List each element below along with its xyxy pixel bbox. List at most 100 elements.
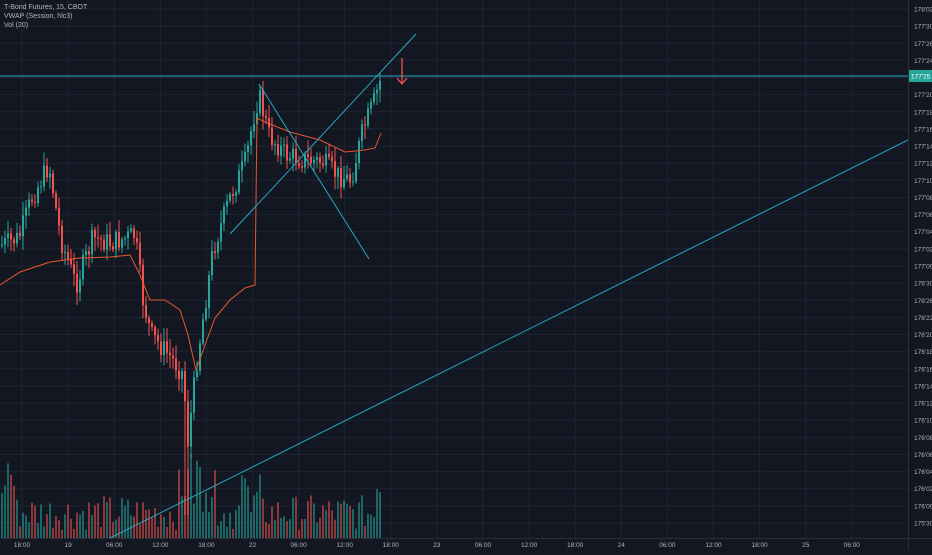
candle-body[interactable] xyxy=(136,238,138,243)
candle-body[interactable] xyxy=(340,168,342,187)
candle-body[interactable] xyxy=(70,260,72,264)
candle-body[interactable] xyxy=(250,131,252,145)
candle-body[interactable] xyxy=(343,179,345,187)
candle-body[interactable] xyxy=(328,154,330,157)
candle-body[interactable] xyxy=(145,305,147,318)
candle-body[interactable] xyxy=(49,174,51,178)
candle-body[interactable] xyxy=(223,206,225,223)
candle-body[interactable] xyxy=(82,255,84,279)
candle-body[interactable] xyxy=(91,230,93,254)
candle-body[interactable] xyxy=(7,233,9,238)
candle-body[interactable] xyxy=(355,163,357,181)
candle-body[interactable] xyxy=(109,234,111,246)
candle-body[interactable] xyxy=(94,230,96,237)
candle-body[interactable] xyxy=(226,201,228,207)
candle-body[interactable] xyxy=(79,279,81,292)
candle-body[interactable] xyxy=(349,174,351,182)
candle-body[interactable] xyxy=(319,157,321,163)
candle-body[interactable] xyxy=(292,149,294,159)
candle-body[interactable] xyxy=(298,163,300,166)
candle-body[interactable] xyxy=(166,341,168,353)
candle-body[interactable] xyxy=(1,245,3,246)
candle-body[interactable] xyxy=(169,353,171,356)
candle-body[interactable] xyxy=(148,318,150,323)
candle-body[interactable] xyxy=(370,102,372,108)
candle-body[interactable] xyxy=(241,161,243,170)
candle-body[interactable] xyxy=(115,232,117,249)
candle-body[interactable] xyxy=(283,144,285,145)
candle-body[interactable] xyxy=(184,371,186,401)
candle-body[interactable] xyxy=(160,341,162,355)
candle-body[interactable] xyxy=(238,170,240,192)
candle-body[interactable] xyxy=(181,371,183,379)
candle-body[interactable] xyxy=(64,252,66,253)
candle-body[interactable] xyxy=(121,239,123,247)
candle-body[interactable] xyxy=(295,149,297,163)
candle-body[interactable] xyxy=(85,251,87,255)
candle-body[interactable] xyxy=(214,251,216,253)
candle-body[interactable] xyxy=(40,187,42,188)
wedge-upper-line[interactable] xyxy=(230,34,416,234)
candle-body[interactable] xyxy=(265,116,267,118)
candle-body[interactable] xyxy=(232,194,234,196)
candle-body[interactable] xyxy=(280,146,282,156)
candle-body[interactable] xyxy=(310,157,312,163)
candle-body[interactable] xyxy=(373,93,375,102)
candle-body[interactable] xyxy=(301,166,303,167)
candle-body[interactable] xyxy=(316,157,318,160)
candle-body[interactable] xyxy=(274,144,276,145)
candle-body[interactable] xyxy=(271,128,273,145)
candle-body[interactable] xyxy=(325,154,327,166)
candle-body[interactable] xyxy=(139,243,141,265)
candle-body[interactable] xyxy=(10,233,12,239)
candle-body[interactable] xyxy=(178,371,180,379)
candle-body[interactable] xyxy=(379,81,381,90)
candle-body[interactable] xyxy=(247,145,249,152)
candle-body[interactable] xyxy=(352,182,354,183)
candle-body[interactable] xyxy=(4,238,6,245)
candle-body[interactable] xyxy=(13,239,15,243)
wedge-lower-line[interactable] xyxy=(259,84,369,259)
candle-body[interactable] xyxy=(208,275,210,308)
candle-body[interactable] xyxy=(175,358,177,370)
candle-body[interactable] xyxy=(106,234,108,249)
candle-body[interactable] xyxy=(154,327,156,335)
candle-body[interactable] xyxy=(73,264,75,274)
candle-body[interactable] xyxy=(361,124,363,141)
candle-body[interactable] xyxy=(229,194,231,201)
candle-body[interactable] xyxy=(28,199,30,207)
candle-body[interactable] xyxy=(127,231,129,238)
candle-body[interactable] xyxy=(313,160,315,163)
candle-body[interactable] xyxy=(193,377,195,413)
candle-body[interactable] xyxy=(31,199,33,201)
candle-body[interactable] xyxy=(46,165,48,177)
candle-body[interactable] xyxy=(364,124,366,125)
candle-body[interactable] xyxy=(307,154,309,157)
candle-body[interactable] xyxy=(196,371,198,377)
candle-body[interactable] xyxy=(130,228,132,231)
candle-body[interactable] xyxy=(37,187,39,202)
candle-body[interactable] xyxy=(88,251,90,254)
candle-body[interactable] xyxy=(34,202,36,203)
candle-body[interactable] xyxy=(286,144,288,160)
candle-body[interactable] xyxy=(211,251,213,275)
candle-body[interactable] xyxy=(133,228,135,238)
candle-body[interactable] xyxy=(220,223,222,241)
candle-body[interactable] xyxy=(76,274,78,293)
candle-body[interactable] xyxy=(289,158,291,160)
candle-body[interactable] xyxy=(157,335,159,341)
candle-body[interactable] xyxy=(25,207,27,215)
candle-body[interactable] xyxy=(43,165,45,186)
candle-body[interactable] xyxy=(259,90,261,113)
candle-body[interactable] xyxy=(358,141,360,163)
candle-body[interactable] xyxy=(118,232,120,247)
candle-body[interactable] xyxy=(151,323,153,327)
candle-body[interactable] xyxy=(172,355,174,358)
candle-body[interactable] xyxy=(19,233,21,236)
candle-body[interactable] xyxy=(67,252,69,260)
candle-body[interactable] xyxy=(22,215,24,236)
candle-body[interactable] xyxy=(16,233,18,244)
candle-body[interactable] xyxy=(253,124,255,131)
candle-body[interactable] xyxy=(337,168,339,177)
